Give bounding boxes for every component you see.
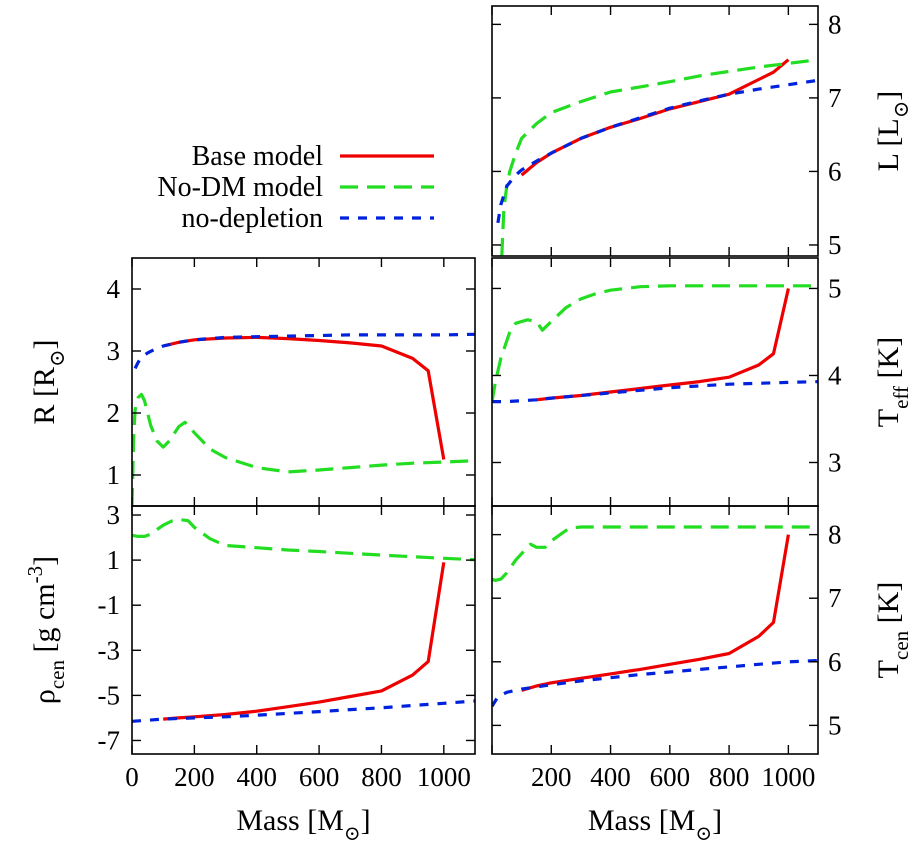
panel-L: 5 6 7 8 L [L⊙] [491,5,913,260]
ytick-label-L: 5 [828,230,842,260]
series-nodm-Tcen [492,525,818,582]
series-nodep-rho [132,699,475,723]
ytick-label-Teff: 5 [828,273,842,303]
ytick-label-Teff: 3 [828,447,842,477]
series-nodep-Tcen [492,658,818,708]
xtick-label-Tcen: 200 [531,762,572,792]
ytick-label-R: 2 [107,398,121,428]
ytick-label-Tcen: 5 [828,710,842,740]
ytick-label-Tcen: 6 [828,647,842,677]
xtick-label-Tcen: 600 [650,762,691,792]
ytick-label-L: 7 [828,83,842,113]
xtick-label-Tcen: 1000 [761,762,815,792]
ytick-label-rho: -5 [98,680,121,710]
ytick-label-Tcen: 7 [828,583,842,613]
ytick-label-R: 4 [107,274,121,304]
ytick-label-Tcen: 8 [828,520,842,550]
xtick-label-Tcen: 400 [590,762,631,792]
frame-R [131,257,476,507]
xtick-label-rho: 600 [299,762,340,792]
frame-L [491,5,819,257]
xtick-label-rho: 400 [236,762,277,792]
series-nodep-L [496,78,818,224]
ytick-label-R: 3 [107,336,121,366]
panel-Teff: 3 4 5 Teff [K] [491,257,913,507]
series-nodm-L [500,58,818,256]
series-base-L [520,58,790,177]
xtick-label-Tcen: 800 [709,762,750,792]
ytick-label-rho: -1 [98,590,121,620]
ylabel-Teff: Teff [K] [872,337,913,427]
ytick-label-rho: 3 [107,500,121,530]
xtick-label-rho: 0 [125,762,139,792]
ytick-label-R: 1 [107,460,121,490]
legend-label-nodep: no-depletion [181,203,323,234]
xtick-label-rho: 200 [174,762,215,792]
series-base-rho [163,562,446,721]
ylabel-R: R [R⊙] [28,339,69,424]
series-nodm-R [132,392,475,506]
panel-rho: -7 -5 -3 -1 1 3 0 200 400 600 800 1000 Mass [M⊙] ρcen… [23,500,476,845]
ytick-label-rho: -3 [98,635,121,665]
ytick-label-L: 6 [828,156,842,186]
series-base-R [162,335,446,460]
panel-R: 1 2 3 4 R [R⊙] [28,257,476,507]
xlabel-rho: Mass [M⊙] [236,804,370,845]
series-nodep-Teff [492,380,818,404]
series-nodm-Teff [492,284,818,402]
ylabel-L: L [L⊙] [872,91,913,172]
xtick-label-rho: 800 [361,762,402,792]
ytick-label-Teff: 4 [828,360,842,390]
frame-rho [131,505,476,755]
ytick-label-rho: -7 [98,725,121,755]
xtick-label-rho: 1000 [417,762,471,792]
ylabel-rho: ρcen [g cm-3] [23,556,69,704]
ytick-label-L: 8 [828,9,842,39]
xlabel-Tcen: Mass [M⊙] [588,804,722,845]
series-base-Tcen [521,534,790,692]
legend-label-nodm: No-DM model [157,172,323,203]
frame-Tcen [491,505,819,755]
series-nodm-rho [132,517,475,562]
panel-Tcen: 5 6 7 8 200 400 600 800 1000 Mass [M⊙] Tcen [K] [491,505,913,845]
legend-label-base: Base model [192,141,324,172]
ytick-label-rho: 1 [107,545,121,575]
ylabel-Tcen: Tcen [K] [872,582,913,679]
